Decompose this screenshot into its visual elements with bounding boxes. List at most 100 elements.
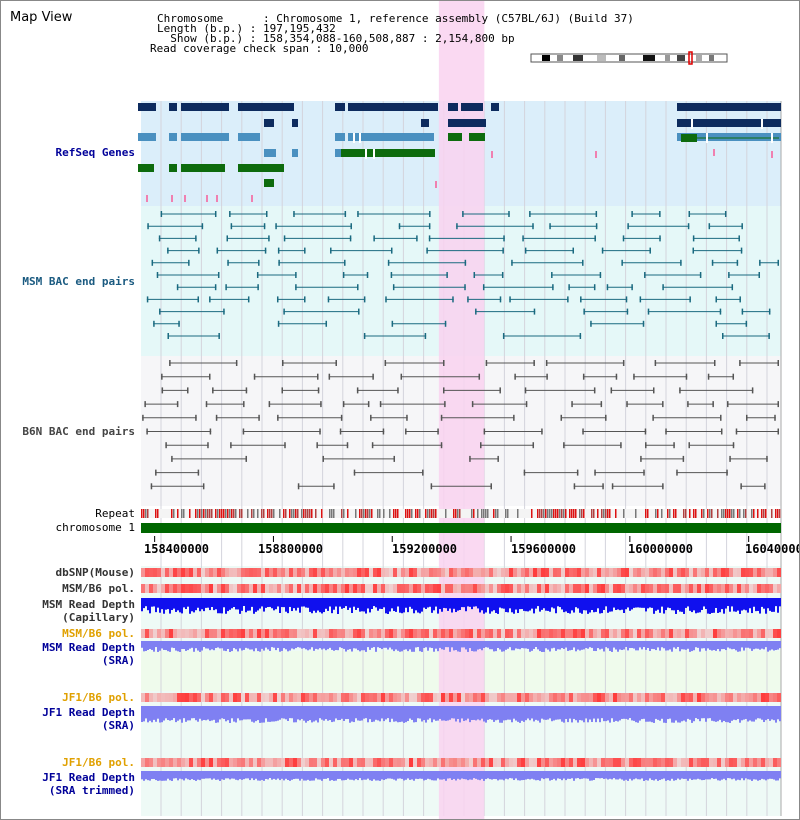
jf1-depth-sra-bar — [189, 706, 191, 721]
msm-b6-pol-sra-cell — [697, 629, 701, 638]
label-jf1-depth-trimmed[interactable]: JF1 Read Depth — [42, 771, 135, 784]
msm-b6-pol-cell — [209, 584, 213, 593]
msm-bac-pair-end — [532, 223, 534, 230]
msm-depth-capillary-bar — [397, 598, 399, 607]
jf1-depth-trimmed-bar — [393, 771, 395, 780]
msm-b6-pol-sra-cell — [733, 629, 737, 638]
msm-depth-sra-bar — [443, 641, 445, 650]
jf1-depth-sra-bar — [737, 706, 739, 720]
msm-bac-pair-end — [264, 247, 267, 254]
dbsnp-density-cell — [289, 568, 293, 577]
jf1-b6-pol-cell — [469, 693, 473, 702]
jf1-b6-pol-cell — [177, 693, 181, 702]
msm-depth-sra-bar — [543, 641, 545, 652]
msm-depth-capillary-bar — [483, 598, 485, 614]
label-jf1-b6-pol-trimmed[interactable]: JF1/B6 pol. — [62, 756, 135, 769]
b6n-bac-pair-end — [483, 428, 486, 435]
label-msm-b6-pol-sra[interactable]: MSM/B6 pol. — [62, 627, 135, 640]
dbsnp-density-cell — [273, 568, 277, 577]
jf1-depth-trimmed-bar — [655, 771, 657, 780]
repeat-element — [693, 509, 695, 518]
msm-depth-sra-bar — [691, 641, 693, 652]
msm-depth-capillary-bar — [647, 598, 649, 609]
dbsnp-density-cell — [645, 568, 649, 577]
b6n-bac-pair-end — [342, 401, 345, 408]
jf1-b6-pol-trimmed-cell — [217, 758, 221, 767]
dbsnp-density-cell — [517, 568, 521, 577]
jf1-depth-sra-bar — [503, 706, 505, 721]
jf1-depth-sra-bar — [755, 706, 757, 720]
msm-depth-capillary-bar — [569, 598, 571, 614]
jf1-b6-pol-trimmed-cell — [773, 758, 777, 767]
b6n-bac-pair-end — [777, 360, 779, 366]
jf1-depth-trimmed-bar — [165, 771, 167, 781]
jf1-b6-pol-cell — [241, 693, 245, 702]
jf1-depth-sra-bar — [199, 706, 201, 719]
label-msm-b6-pol[interactable]: MSM/B6 pol. — [62, 582, 135, 595]
jf1-b6-pol-cell — [349, 693, 353, 702]
jf1-b6-pol-cell — [633, 693, 637, 702]
msm-depth-sra-bar — [645, 641, 647, 650]
jf1-depth-trimmed-bar — [453, 771, 455, 779]
msm-depth-capillary-bar — [765, 598, 767, 614]
label-jf1-depth-sra[interactable]: JF1 Read Depth — [42, 706, 135, 719]
jf1-depth-sra-bar — [659, 706, 661, 721]
msm-b6-pol-cell — [757, 584, 761, 593]
msm-depth-capillary-bar — [347, 598, 349, 610]
jf1-depth-sra-bar — [225, 706, 227, 722]
jf1-b6-pol-cell — [769, 693, 773, 702]
msm-b6-pol-sra-cell — [589, 629, 593, 638]
jf1-depth-sra-bar — [661, 706, 663, 719]
label-repeat[interactable]: Repeat — [95, 507, 135, 520]
jf1-b6-pol-trimmed-cell — [197, 758, 201, 767]
msm-b6-pol-cell — [501, 584, 505, 593]
jf1-depth-trimmed-bar — [679, 771, 681, 780]
jf1-depth-trimmed-bar — [427, 771, 429, 779]
jf1-b6-pol-cell — [573, 693, 577, 702]
jf1-depth-sra-bar — [623, 706, 625, 719]
jf1-depth-trimmed-bar — [637, 771, 639, 780]
label-jf1-b6-pol[interactable]: JF1/B6 pol. — [62, 691, 135, 704]
msm-b6-pol-sra-cell — [569, 629, 573, 638]
msm-b6-pol-sra-cell — [513, 629, 517, 638]
msm-b6-pol-sra-cell — [149, 629, 153, 638]
dbsnp-density-cell — [701, 568, 705, 577]
label-refseq-genes[interactable]: RefSeq Genes — [55, 146, 135, 159]
jf1-depth-sra-bar — [149, 706, 151, 721]
repeat-element — [329, 509, 331, 518]
dbsnp-density-cell — [445, 568, 449, 577]
label-msm-depth-capillary[interactable]: MSM Read Depth — [42, 598, 135, 611]
jf1-b6-pol-cell — [217, 693, 221, 702]
label-b6n-bac[interactable]: B6N BAC end pairs — [22, 425, 135, 438]
label-msm-bac[interactable]: MSM BAC end pairs — [22, 275, 135, 288]
jf1-depth-sra-bar — [307, 706, 309, 722]
b6n-bac-pair-end — [644, 428, 647, 435]
jf1-depth-trimmed-bar — [289, 771, 291, 781]
msm-b6-pol-cell — [533, 584, 537, 593]
jf1-b6-pol-cell — [609, 693, 613, 702]
dbsnp-density-cell — [421, 568, 425, 577]
b6n-bac-pair-end — [195, 414, 197, 421]
jf1-b6-pol-cell — [577, 693, 581, 702]
jf1-b6-pol-cell — [333, 693, 337, 702]
jf1-depth-sra-bar — [617, 706, 619, 722]
label-msm-depth-sra[interactable]: MSM Read Depth — [42, 641, 135, 654]
msm-b6-pol-sra-cell — [213, 629, 217, 638]
jf1-depth-sra-bar — [629, 706, 631, 719]
refseq-exon-tick — [706, 133, 708, 143]
label-dbsnp[interactable]: dbSNP(Mouse) — [55, 566, 135, 579]
jf1-depth-sra-bar — [565, 706, 567, 719]
jf1-depth-sra-bar — [717, 706, 719, 722]
msm-depth-capillary-bar — [423, 598, 425, 608]
dbsnp-density-cell — [161, 568, 165, 577]
msm-b6-pol-sra-cell — [437, 629, 441, 638]
repeat-element — [547, 509, 549, 518]
msm-depth-sra-bar — [591, 641, 593, 648]
jf1-b6-pol-trimmed-cell — [457, 758, 461, 767]
msm-b6-pol-sra-cell — [741, 629, 745, 638]
msm-depth-capillary-bar — [597, 598, 599, 609]
msm-depth-sra-bar — [351, 641, 353, 652]
msm-depth-capillary-bar — [471, 598, 473, 610]
msm-depth-capillary-bar — [171, 598, 173, 611]
